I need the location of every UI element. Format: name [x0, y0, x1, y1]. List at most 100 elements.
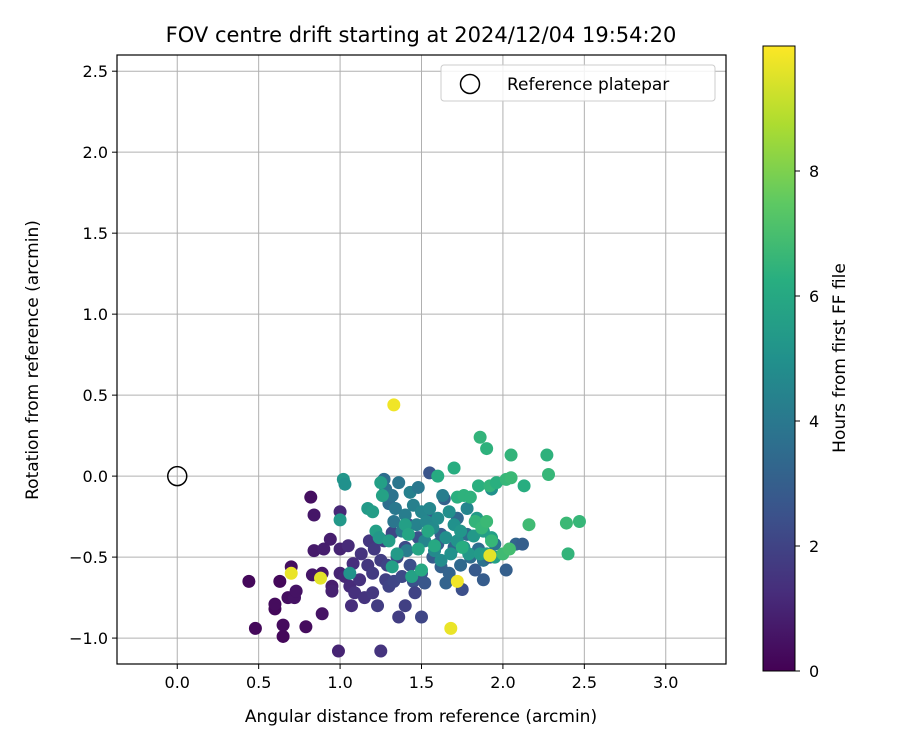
scatter-point [411, 542, 425, 556]
y-tick-label: −1.0 [69, 629, 108, 648]
scatter-point [423, 502, 437, 516]
scatter-point [392, 476, 406, 490]
y-tick-label: 0.5 [83, 386, 108, 405]
scatter-point [268, 597, 282, 611]
colorbar-tick-label: 6 [809, 287, 819, 306]
y-tick-label: 2.0 [83, 143, 108, 162]
scatter-point [242, 574, 256, 588]
scatter-point [540, 448, 554, 462]
scatter-point [276, 629, 290, 643]
scatter-point [522, 518, 536, 532]
scatter-point [468, 563, 482, 577]
scatter-point [489, 476, 503, 490]
y-tick-label: 0.0 [83, 467, 108, 486]
scatter-point [561, 547, 575, 561]
scatter-point [366, 566, 380, 580]
scatter-point [455, 540, 469, 554]
scatter-point [371, 599, 385, 613]
scatter-point [387, 514, 401, 528]
scatter-point [499, 563, 513, 577]
scatter-point [382, 534, 396, 548]
scatter-point [517, 479, 531, 493]
x-tick-label: 0.5 [246, 673, 271, 692]
scatter-point [403, 558, 417, 572]
legend-box [440, 64, 716, 102]
scatter-point [410, 518, 424, 532]
scatter-point [473, 430, 487, 444]
scatter-point [439, 531, 453, 545]
scatter-point [395, 570, 409, 584]
scatter-point [450, 574, 464, 588]
scatter-point [341, 539, 355, 553]
scatter-point [375, 489, 389, 503]
colorbar-label: Hours from first FF file [830, 263, 850, 453]
scatter-point [428, 539, 442, 553]
x-tick-label: 2.0 [490, 673, 515, 692]
scatter-point [333, 513, 347, 527]
y-tick-label: −0.5 [69, 548, 108, 567]
legend-open-circle-icon [459, 73, 481, 95]
scatter-point [304, 490, 318, 504]
scatter-point [421, 524, 435, 538]
reference-point-marker [166, 465, 188, 487]
scatter-point [307, 508, 321, 522]
scatter-point [348, 586, 362, 600]
scatter-point [431, 469, 445, 483]
scatter-point [398, 599, 412, 613]
colorbar-tick-label: 2 [809, 537, 819, 556]
colorbar: 0 2 4 6 8 Hours from first FF file [762, 45, 850, 681]
scatter-point [483, 548, 497, 562]
scatter-point [374, 644, 388, 658]
y-tick-label: 1.0 [83, 305, 108, 324]
data-points [242, 398, 586, 658]
scatter-point [400, 544, 414, 558]
scatter-point [415, 610, 428, 624]
scatter-point [444, 547, 458, 561]
scatter-point [504, 448, 518, 462]
scatter-point [354, 547, 368, 561]
y-tick-label: 2.5 [83, 62, 108, 81]
scatter-point [388, 502, 402, 516]
x-tick-label: 1.0 [327, 673, 352, 692]
scatter-point [463, 490, 477, 504]
scatter-point [374, 476, 388, 490]
y-axis-label: Rotation from reference (arcmin) [23, 220, 43, 500]
scatter-point [344, 599, 358, 613]
scatter-point [284, 566, 298, 580]
scatter-point [436, 489, 450, 503]
legend: Reference platepar [440, 64, 716, 102]
colorbar-ticks: 0 2 4 6 8 [795, 162, 819, 681]
scatter-point [444, 621, 458, 635]
scatter-point [387, 398, 401, 412]
scatter-point [353, 573, 367, 587]
scatter-point [454, 524, 468, 538]
scatter-point [248, 621, 262, 635]
chart-title: FOV centre drift starting at 2024/12/04 … [166, 23, 677, 47]
scatter-point [480, 514, 494, 528]
scatter-point [454, 558, 468, 572]
scatter-point [366, 586, 380, 600]
scatter-point [460, 502, 474, 516]
scatter-point [467, 529, 481, 543]
scatter-point [480, 442, 494, 456]
scatter-point [515, 537, 529, 551]
x-axis-ticks: 0.0 0.5 1.0 1.5 2.0 2.5 3.0 [165, 664, 678, 692]
x-tick-label: 3.0 [653, 673, 678, 692]
x-tick-label: 0.0 [165, 673, 190, 692]
scatter-point [289, 584, 303, 598]
scatter-point [299, 620, 313, 634]
scatter-point [343, 566, 357, 580]
scatter-point [442, 505, 456, 519]
scatter-point [385, 560, 399, 574]
scatter-point [504, 471, 518, 485]
scatter-point [502, 542, 516, 556]
scatter-point [476, 573, 490, 587]
scatter-point [447, 461, 461, 475]
scatter-point [307, 544, 321, 558]
scatter-point [401, 527, 415, 541]
scatter-point [471, 479, 485, 493]
scatter-point [559, 516, 573, 530]
colorbar-tick-label: 0 [809, 662, 819, 681]
scatter-point [366, 505, 380, 519]
scatter-point [323, 532, 337, 546]
